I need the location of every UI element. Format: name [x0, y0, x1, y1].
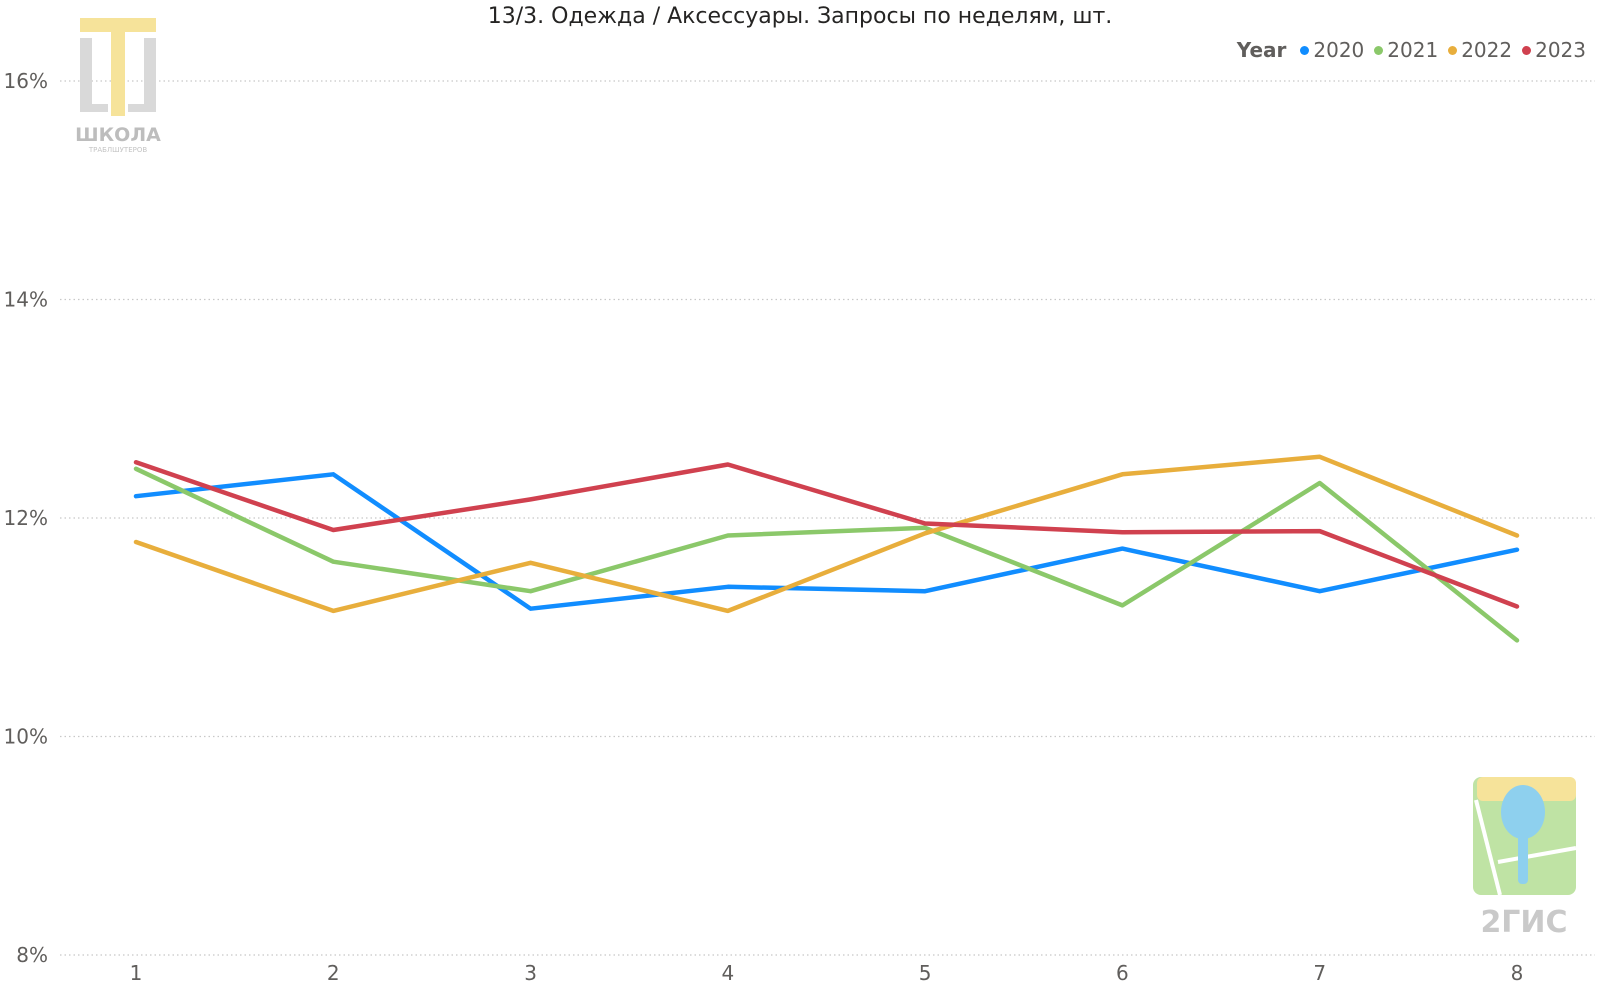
school-logo: ШКОЛА ТРАБЛШУТЕРОВ: [75, 18, 161, 154]
legend-marker: [1374, 45, 1384, 55]
legend-label: 2021: [1387, 38, 1439, 62]
legend-label: 2023: [1535, 38, 1586, 62]
series-line-2021: [133, 466, 1520, 643]
2gis-logo: 2ГИС: [1473, 777, 1577, 940]
y-tick-label: 8%: [16, 943, 48, 967]
2gis-logo-caption: 2ГИС: [1480, 905, 1567, 940]
x-axis: 1 2 3 4 5 6 7 8: [130, 961, 1524, 985]
x-tick-label: 3: [524, 961, 537, 985]
grid-layer: [60, 80, 1595, 956]
y-tick-label: 16%: [4, 69, 48, 93]
legend-label: 2022: [1461, 38, 1513, 62]
y-tick-label: 10%: [4, 725, 48, 749]
chart-title: 13/3. Одежда / Аксессуары. Запросы по не…: [487, 4, 1113, 29]
y-tick-label: 14%: [4, 288, 48, 312]
x-tick-label: 5: [919, 961, 932, 985]
series-line-2023: [133, 460, 1520, 609]
x-tick-label: 6: [1116, 961, 1129, 985]
legend-item-2020[interactable]: 2020: [1300, 38, 1364, 62]
school-logo-caption: ШКОЛА: [75, 124, 161, 146]
series-line-2020: [133, 472, 1520, 611]
legend-marker: [1522, 45, 1532, 55]
legend: Year 2020 2021 2022 2023: [1237, 38, 1592, 62]
x-tick-label: 8: [1511, 961, 1524, 985]
legend-marker: [1300, 45, 1310, 55]
x-tick-label: 1: [130, 961, 143, 985]
legend-label: 2020: [1313, 38, 1365, 62]
x-tick-label: 2: [327, 961, 340, 985]
legend-marker: [1448, 45, 1458, 55]
legend-item-2021[interactable]: 2021: [1374, 38, 1438, 62]
series-layer: [133, 454, 1520, 643]
y-axis: 8% 10% 12% 14% 16%: [4, 69, 48, 967]
legend-item-2023[interactable]: 2023: [1522, 38, 1586, 62]
y-tick-label: 12%: [4, 506, 48, 530]
legend-item-2022[interactable]: 2022: [1448, 38, 1512, 62]
series-line-2022: [133, 454, 1520, 614]
x-tick-label: 4: [721, 961, 734, 985]
x-tick-label: 7: [1313, 961, 1326, 985]
school-logo-subcaption: ТРАБЛШУТЕРОВ: [88, 146, 148, 154]
legend-title: Year: [1236, 38, 1287, 62]
